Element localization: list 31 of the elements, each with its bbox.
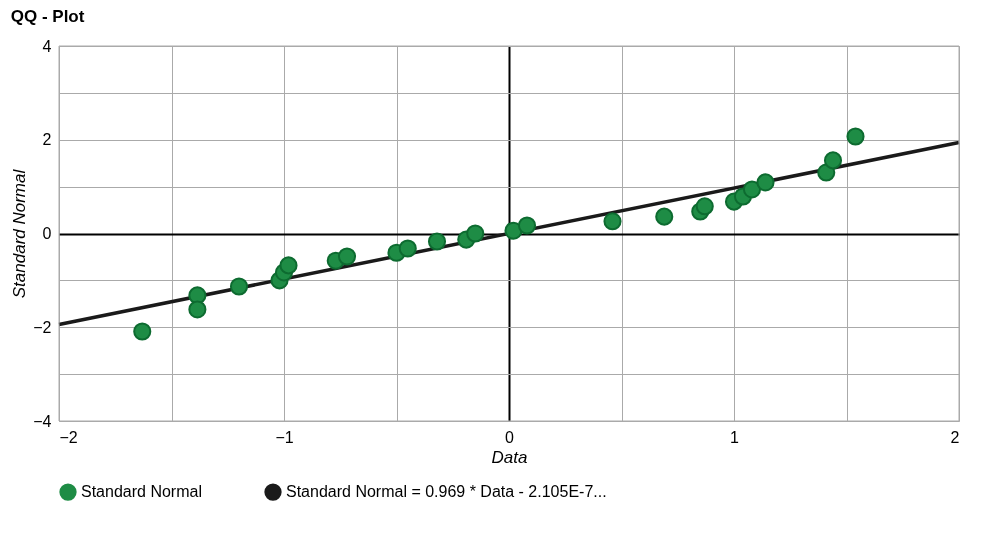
x-tick-label: 2: [950, 428, 960, 446]
x-tick-label: 0: [505, 428, 515, 446]
y-tick-label: 2: [42, 131, 52, 149]
x-tick-label: −2: [59, 428, 78, 446]
point: [756, 173, 775, 192]
point: [279, 256, 298, 275]
y-tick-label: 0: [42, 225, 52, 242]
point: [466, 224, 485, 243]
x-tick-label: 1: [730, 428, 740, 446]
point: [133, 322, 152, 341]
legend-label: Standard Normal = 0.969 * Data - 2.105E-7...: [286, 483, 607, 501]
y-tick-label: 4: [42, 37, 52, 55]
point: [655, 207, 674, 226]
point: [603, 212, 622, 231]
point: [742, 180, 762, 199]
chart-title: QQ - Plot: [10, 7, 85, 26]
point: [427, 232, 447, 251]
y-tick-label: −2: [33, 318, 52, 336]
point: [398, 239, 417, 258]
point: [229, 277, 249, 296]
point: [188, 300, 207, 319]
y-tick-label: −4: [33, 412, 52, 430]
point: [695, 197, 714, 216]
point: [517, 216, 537, 235]
legend-label: Standard Normal: [81, 483, 202, 501]
point: [823, 151, 843, 170]
point: [337, 247, 357, 266]
x-axis-title: Data: [491, 447, 528, 467]
y-axis-title: Standard Normal: [10, 168, 30, 299]
point: [846, 127, 865, 146]
x-tick-label: −1: [275, 428, 294, 446]
